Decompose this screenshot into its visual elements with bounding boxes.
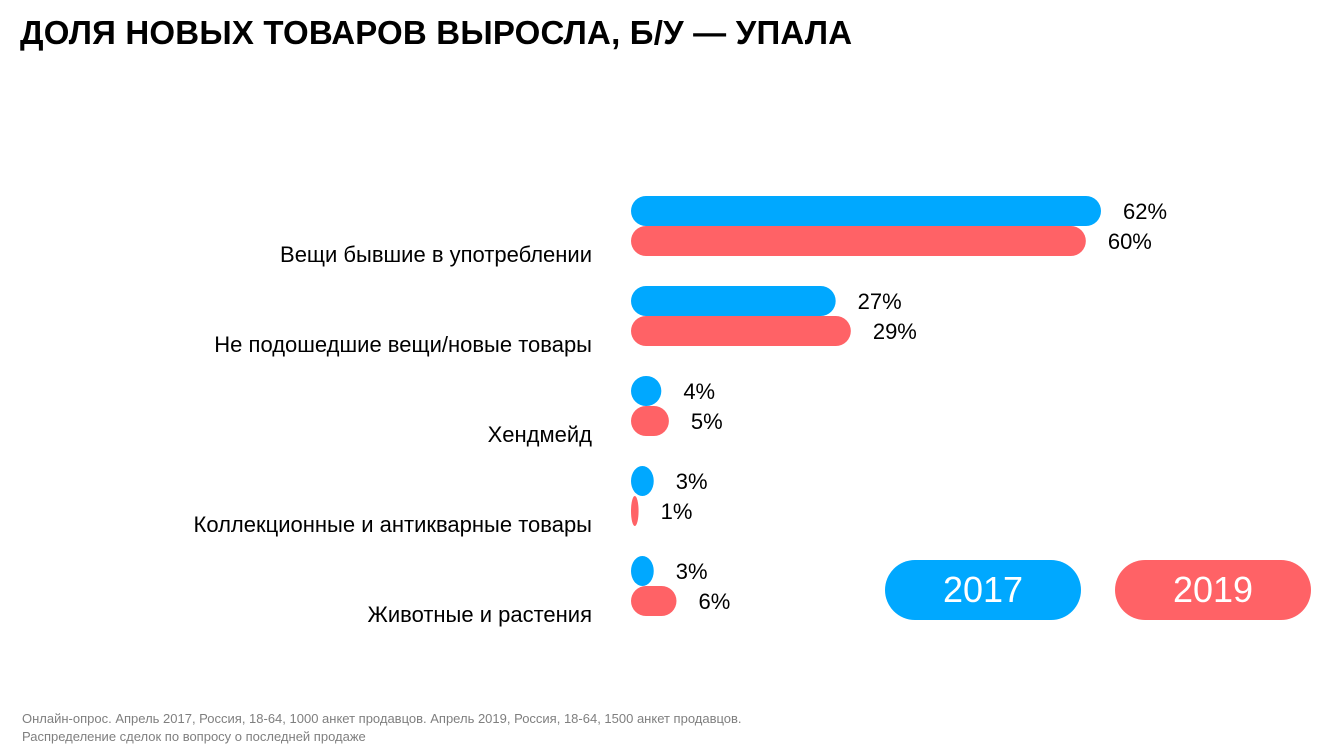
legend-2019-label: 2019: [1172, 569, 1254, 610]
bar-2019: [631, 586, 677, 616]
category-label: Вещи бывшие в употреблении: [280, 242, 592, 267]
chart-title: ДОЛЯ НОВЫХ ТОВАРОВ ВЫРОСЛА, Б/У — УПАЛА: [20, 14, 853, 51]
value-label-2019: 29%: [873, 319, 917, 344]
bar-2019: [631, 406, 669, 436]
value-label-2017: 62%: [1123, 199, 1167, 224]
footnote-line-2: Распределение сделок по вопросу о послед…: [22, 729, 366, 744]
bar-2017: [631, 196, 1101, 226]
value-label-2019: 60%: [1108, 229, 1152, 254]
legend-2019: 2019: [1115, 560, 1311, 620]
bar-2019: [631, 496, 639, 526]
bar-2019: [631, 226, 1086, 256]
bar-2017: [631, 376, 662, 406]
category-label: Коллекционные и антикварные товары: [194, 512, 592, 537]
value-label-2017: 3%: [676, 469, 708, 494]
legend-2017: 2017: [885, 560, 1081, 620]
value-label-2019: 5%: [691, 409, 723, 434]
value-label-2019: 6%: [698, 589, 730, 614]
bar-2017: [631, 556, 654, 586]
value-label-2017: 4%: [683, 379, 715, 404]
footnote: Онлайн-опрос. Апрель 2017, Россия, 18-64…: [22, 710, 742, 746]
legend-2017-label: 2017: [942, 569, 1024, 610]
value-label-2017: 3%: [676, 559, 708, 584]
category-label: Животные и растения: [368, 602, 592, 627]
value-label-2019: 1%: [661, 499, 693, 524]
bar-2019: [631, 316, 851, 346]
bar-2017: [631, 286, 836, 316]
category-label: Хендмейд: [488, 422, 593, 447]
value-label-2017: 27%: [858, 289, 902, 314]
category-label: Не подошедшие вещи/новые товары: [214, 332, 592, 357]
footnote-line-1: Онлайн-опрос. Апрель 2017, Россия, 18-64…: [22, 711, 742, 726]
bar-2017: [631, 466, 654, 496]
